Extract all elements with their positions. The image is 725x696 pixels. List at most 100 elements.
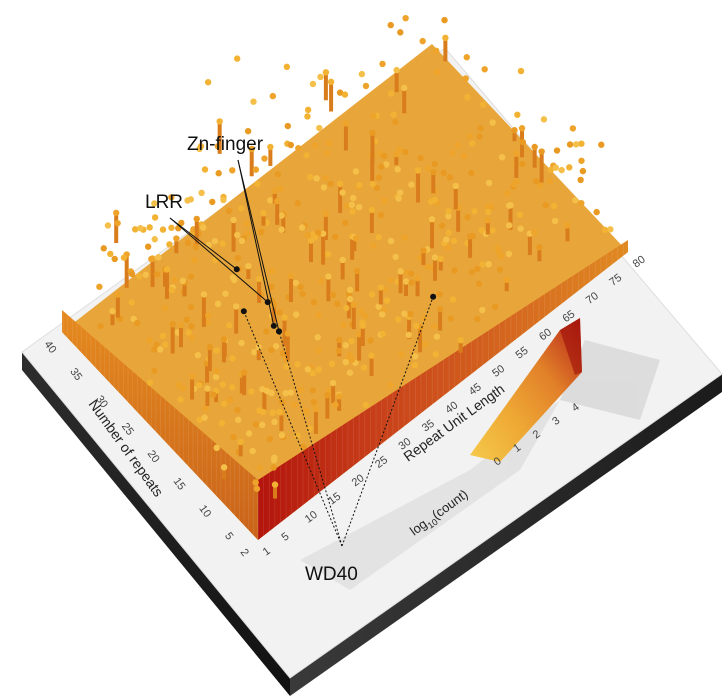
bar-point: [431, 160, 438, 168]
bar-point: [315, 366, 322, 373]
bar-point: [503, 276, 510, 284]
x-tick-label: 75: [607, 272, 624, 289]
x-tick-label: 15: [326, 490, 343, 507]
bar-point: [411, 362, 419, 369]
bar-column: [221, 339, 226, 363]
bar-point: [346, 295, 354, 303]
bar-point: [192, 243, 199, 251]
bar-point: [387, 381, 394, 389]
bar-column: [325, 395, 330, 419]
bar-point: [532, 177, 540, 185]
bar-point: [352, 168, 360, 175]
bar-point: [424, 263, 432, 271]
colorbar-wedge: [470, 318, 582, 462]
bar-point: [193, 215, 200, 223]
bar-point: [111, 255, 118, 263]
bar-point: [598, 141, 605, 148]
bar-column: [431, 172, 436, 194]
bar-point: [419, 37, 426, 45]
bar-point: [352, 235, 360, 242]
bar-point: [156, 346, 164, 353]
bar-point: [188, 373, 196, 380]
bar-column: [256, 347, 261, 361]
bar-point: [440, 169, 447, 177]
bar-column: [124, 254, 129, 288]
bar-point: [447, 315, 455, 322]
bar-column: [238, 442, 243, 457]
bar-point: [484, 217, 492, 224]
bar-point: [387, 277, 395, 284]
bar-point: [226, 397, 233, 404]
bar-column: [415, 278, 420, 297]
annotation-label-lrr: LRR: [145, 192, 183, 213]
annotation-leader: [169, 217, 238, 270]
bar-point: [498, 154, 506, 161]
bar-point: [353, 267, 361, 275]
bar-column: [321, 233, 326, 265]
y-tick-label: 10: [196, 503, 213, 520]
bar-point: [316, 124, 323, 132]
bar-point: [212, 373, 220, 381]
bar-point: [271, 187, 278, 195]
bar-point: [248, 145, 255, 153]
bar-column: [514, 153, 519, 178]
bar-point: [451, 267, 458, 274]
bar-column: [178, 325, 183, 348]
bar-column: [331, 383, 336, 404]
bar-point: [168, 286, 176, 294]
bar-column: [239, 374, 244, 394]
bar-point: [368, 291, 376, 298]
annotation-leader: [341, 296, 434, 547]
bar-point: [155, 254, 162, 261]
bar-point: [358, 70, 366, 78]
bar-point: [468, 169, 475, 177]
bar-point: [401, 234, 408, 241]
bar-point: [379, 330, 386, 338]
bar-point: [169, 321, 176, 328]
bar-point: [408, 270, 415, 277]
annotations: Zn-finger LRR WD40: [145, 134, 437, 585]
bar-point: [516, 211, 524, 218]
bar-column: [257, 278, 262, 303]
bar-point: [168, 224, 175, 231]
bar-point: [375, 233, 382, 241]
bar-column: [407, 316, 412, 339]
bar-point: [317, 73, 324, 81]
bar-point: [379, 60, 386, 68]
bar-point: [313, 175, 320, 182]
platform-right-side: [290, 374, 722, 696]
bar-point: [277, 185, 284, 192]
bar-point: [346, 369, 354, 376]
annotation-leader: [237, 159, 280, 332]
bar-point: [408, 181, 415, 188]
bar-column: [438, 309, 443, 331]
bar-column: [234, 306, 239, 334]
bar-point: [137, 225, 144, 232]
x-tick-label: 45: [467, 381, 484, 398]
bar-point: [260, 210, 267, 217]
bar-point: [335, 347, 342, 355]
bar-point: [114, 291, 122, 298]
bar-column: [438, 258, 443, 271]
bar-point: [252, 166, 260, 173]
bar-point: [479, 306, 486, 314]
bar-point: [336, 336, 343, 344]
bar-point: [297, 283, 304, 291]
bar-point: [477, 125, 484, 132]
bar-point: [230, 216, 237, 224]
bar-point: [261, 155, 268, 162]
bar-point: [437, 255, 444, 263]
bar-point: [187, 273, 195, 280]
bar-point: [220, 464, 228, 471]
bar-point: [445, 229, 453, 236]
bar-point: [542, 202, 549, 209]
bar-point: [436, 290, 443, 298]
bar-point: [294, 199, 302, 207]
bar-column: [404, 281, 409, 297]
bar-point: [310, 399, 318, 406]
bar-column: [527, 233, 532, 256]
bar-point: [519, 138, 527, 146]
bar-point: [408, 279, 415, 286]
y-tick-label: 30: [93, 393, 110, 410]
